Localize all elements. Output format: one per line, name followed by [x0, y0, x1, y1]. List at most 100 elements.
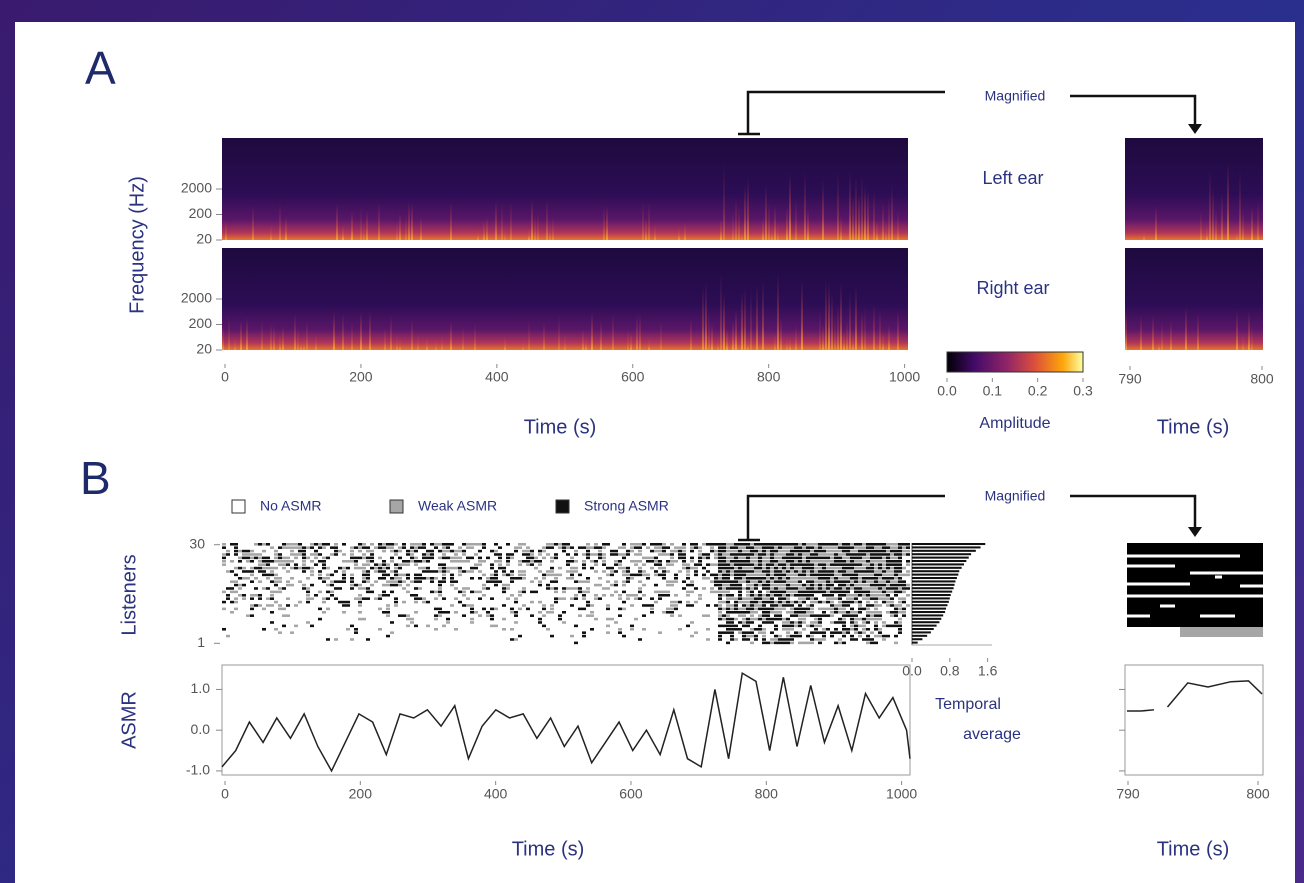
raster-run [478, 560, 486, 563]
raster-run [814, 566, 822, 570]
spectrogram-streak [477, 229, 479, 240]
raster-run [598, 549, 602, 553]
raster-run [326, 638, 330, 641]
raster-run [614, 621, 618, 624]
x-tick-label: 600 [621, 369, 645, 385]
spectrogram-streak [738, 206, 740, 240]
raster-run [474, 611, 478, 614]
raster-run [662, 611, 666, 614]
raster-run [850, 638, 858, 641]
raster-run [898, 617, 902, 621]
raster-run [390, 570, 394, 573]
raster-run [626, 549, 630, 553]
raster-run [694, 546, 698, 549]
raster-run [726, 543, 734, 546]
raster-run [718, 563, 730, 566]
raster-run [302, 546, 306, 549]
raster-run [410, 553, 414, 556]
raster-run [566, 560, 574, 563]
raster-run [670, 543, 674, 546]
raster-run [838, 600, 842, 604]
raster-run [686, 594, 690, 597]
raster-run [530, 553, 534, 556]
raster-run [326, 583, 330, 587]
raster-run [898, 628, 902, 631]
raster-run [322, 546, 326, 549]
raster-run [810, 631, 826, 634]
raster-run [894, 604, 902, 607]
raster-run [354, 631, 358, 634]
raster-run [378, 556, 382, 560]
raster-run [274, 553, 278, 556]
raster-run [398, 566, 402, 570]
raster-run [842, 628, 850, 631]
raster-run [754, 638, 758, 641]
colorbar [946, 351, 1084, 373]
raster-run [882, 587, 886, 590]
raster-run [558, 566, 562, 570]
raster-run [834, 607, 838, 611]
raster-run [854, 600, 858, 604]
spectrogram-streak [1242, 209, 1244, 240]
raster-run [262, 556, 270, 560]
raster-run [834, 556, 842, 560]
raster-run [382, 611, 390, 614]
raster-run [454, 549, 462, 553]
raster-run [382, 543, 386, 546]
raster-run [278, 604, 282, 607]
raster-run [746, 587, 750, 590]
raster-run [386, 634, 390, 638]
raster-run [518, 594, 522, 597]
spectrogram-streak [486, 216, 488, 240]
spectrogram-streak [549, 220, 551, 240]
raster-run [842, 604, 850, 607]
raster-run [498, 566, 506, 570]
raster-run [354, 583, 358, 587]
raster-run [726, 556, 734, 560]
raster-run [558, 617, 562, 621]
spectrogram-streak [336, 202, 338, 240]
raster-run [842, 600, 854, 604]
spectrogram-streak [582, 329, 584, 350]
raster-run [630, 549, 634, 553]
raster-run [866, 594, 870, 597]
raster-run [682, 560, 686, 563]
raster-run [866, 611, 882, 614]
raster-run [458, 566, 462, 570]
spectrogram-streak [639, 313, 641, 350]
raster-run [742, 604, 746, 607]
raster-run [770, 570, 774, 573]
raster-run [802, 600, 806, 604]
raster-run [582, 566, 586, 570]
raster-run [410, 594, 418, 597]
raster-run [706, 570, 710, 573]
raster-run [734, 573, 746, 577]
raster-run [822, 634, 826, 638]
raster-run [862, 638, 874, 641]
raster-run [846, 631, 850, 634]
raster-run [470, 611, 474, 614]
raster-run [422, 553, 426, 556]
raster-run [646, 546, 650, 549]
raster-run [726, 587, 742, 590]
raster-run [410, 556, 414, 560]
raster-run [334, 638, 338, 641]
raster-run [814, 597, 818, 600]
raster-run [790, 577, 818, 580]
raster-run [222, 546, 226, 549]
raster-run [774, 634, 778, 638]
raster-run [894, 553, 902, 556]
spectrogram-streak [795, 199, 797, 240]
raster-run [802, 570, 806, 573]
spectrogram-streak [726, 328, 728, 350]
raster-run [250, 573, 254, 577]
raster-run [898, 577, 902, 580]
raster-run [686, 604, 694, 607]
raster-run [514, 611, 518, 614]
raster-run [690, 560, 694, 563]
raster-run [878, 563, 882, 566]
raster-run [438, 614, 442, 617]
raster-run [758, 556, 762, 560]
raster-run [222, 628, 226, 631]
raster-run [838, 611, 846, 614]
